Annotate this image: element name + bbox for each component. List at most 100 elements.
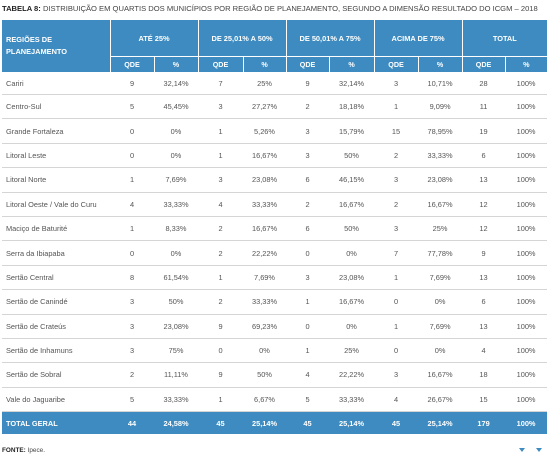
- qde-cell: 2: [198, 216, 244, 242]
- qde-cell: 6: [462, 289, 506, 315]
- pct-cell: 16,67%: [329, 192, 375, 217]
- pct-cell: 32,14%: [329, 72, 375, 95]
- qde-cell: 5: [110, 387, 154, 413]
- qde-cell: 9: [198, 362, 244, 388]
- pct-cell: 33,33%: [154, 192, 199, 217]
- table-row: Maciço de Baturité 1 8,33% 2 16,67% 6 50% 3 25% 1…: [2, 216, 548, 242]
- qde-cell: 15: [374, 118, 419, 144]
- table-row: Vale do Jaguaribe 5 33,33% 1 6,67% 5 33,33% 4 26…: [2, 387, 548, 413]
- pct-cell: 0%: [329, 314, 375, 339]
- table-caption: TABELA 8: DISTRIBUIÇÃO EM QUARTIS DOS MU…: [2, 4, 547, 13]
- scroll-down-icon[interactable]: [519, 448, 525, 452]
- qde-cell: 1: [374, 94, 419, 120]
- qde-cell: 18: [462, 362, 506, 388]
- region-name: Sertão de Sobral: [2, 362, 110, 388]
- pct-cell: 33,33%: [243, 289, 287, 315]
- pct-cell: 10,71%: [418, 72, 463, 95]
- region-name: Sertão de Inhamuns: [2, 338, 110, 364]
- qde-cell: 6: [286, 216, 330, 242]
- qde-cell: 13: [462, 167, 506, 193]
- table-row: Grande Fortaleza 0 0% 1 5,26% 3 15,79% 15 78,95%…: [2, 118, 548, 144]
- qde-cell: 9: [110, 72, 154, 95]
- pct-cell: 45,45%: [154, 94, 199, 120]
- qde-cell: 3: [286, 118, 330, 144]
- subheader-pct: %: [242, 56, 287, 72]
- pct-cell: 23,08%: [418, 167, 463, 193]
- qde-cell: 4: [286, 362, 330, 388]
- qde-cell: 12: [462, 192, 506, 217]
- pct-cell: 7,69%: [243, 265, 287, 291]
- total-qde-cell: 45: [198, 411, 244, 435]
- qde-cell: 13: [462, 314, 506, 339]
- header-group-acima-75: ACIMA DE 75%: [373, 20, 463, 57]
- qde-cell: 4: [462, 338, 506, 364]
- qde-cell: 2: [286, 192, 330, 217]
- total-label: TOTAL GERAL: [2, 411, 110, 435]
- qde-cell: 3: [374, 72, 419, 95]
- qde-cell: 28: [462, 72, 506, 95]
- qde-cell: 4: [110, 192, 154, 217]
- qde-cell: 2: [286, 94, 330, 120]
- qde-cell: 9: [462, 240, 506, 266]
- pct-cell: 75%: [154, 338, 199, 364]
- pct-cell: 50%: [329, 216, 375, 242]
- pct-cell: 0%: [418, 338, 463, 364]
- table-row: Sertão de Sobral 2 11,11% 9 50% 4 22,22% 3 16,67…: [2, 362, 548, 388]
- qde-cell: 0: [374, 338, 419, 364]
- pct-cell: 33,33%: [154, 387, 199, 413]
- pct-cell: 100%: [505, 240, 548, 266]
- qde-cell: 3: [374, 167, 419, 193]
- qde-cell: 2: [110, 362, 154, 388]
- pct-cell: 27,27%: [243, 94, 287, 120]
- pct-cell: 100%: [505, 167, 548, 193]
- subheader-pct: %: [153, 56, 199, 72]
- qde-cell: 9: [198, 314, 244, 339]
- qde-cell: 1: [110, 216, 154, 242]
- scroll-down-icon[interactable]: [536, 448, 542, 452]
- total-pct-cell: 25,14%: [418, 411, 463, 435]
- pct-cell: 26,67%: [418, 387, 463, 413]
- pct-cell: 16,67%: [243, 143, 287, 169]
- pct-cell: 33,33%: [243, 192, 287, 217]
- subheader-pct: %: [417, 56, 463, 72]
- pct-cell: 100%: [505, 314, 548, 339]
- subheader-pct: %: [504, 56, 548, 72]
- qde-cell: 8: [110, 265, 154, 291]
- qde-cell: 1: [374, 265, 419, 291]
- pct-cell: 50%: [243, 362, 287, 388]
- qde-cell: 11: [462, 94, 506, 120]
- qde-cell: 3: [374, 216, 419, 242]
- qde-cell: 1: [198, 387, 244, 413]
- subheader-pct: %: [328, 56, 375, 72]
- total-pct-cell: 100%: [505, 411, 548, 435]
- total-pct-cell: 24,58%: [154, 411, 199, 435]
- qde-cell: 5: [286, 387, 330, 413]
- subheader-qde: QDE: [285, 56, 330, 72]
- qde-cell: 3: [286, 265, 330, 291]
- pct-cell: 0%: [154, 118, 199, 144]
- subheader-qde: QDE: [461, 56, 506, 72]
- qde-cell: 1: [286, 338, 330, 364]
- pct-cell: 25%: [329, 338, 375, 364]
- pct-cell: 6,67%: [243, 387, 287, 413]
- qde-cell: 15: [462, 387, 506, 413]
- pct-cell: 61,54%: [154, 265, 199, 291]
- pct-cell: 11,11%: [154, 362, 199, 388]
- pct-cell: 78,95%: [418, 118, 463, 144]
- qde-cell: 0: [286, 314, 330, 339]
- pct-cell: 7,69%: [418, 314, 463, 339]
- pct-cell: 16,67%: [329, 289, 375, 315]
- qde-cell: 3: [110, 289, 154, 315]
- pct-cell: 100%: [505, 289, 548, 315]
- region-name: Litoral Leste: [2, 143, 110, 169]
- table-row: Sertão Central 8 61,54% 1 7,69% 3 23,08% 1 7,69%…: [2, 265, 548, 291]
- header-group-50-75: DE 50,01% A 75%: [285, 20, 375, 57]
- qde-cell: 5: [110, 94, 154, 120]
- pct-cell: 23,08%: [243, 167, 287, 193]
- pct-cell: 15,79%: [329, 118, 375, 144]
- qde-cell: 6: [462, 143, 506, 169]
- qde-cell: 1: [110, 167, 154, 193]
- qde-cell: 2: [374, 192, 419, 217]
- qde-cell: 0: [374, 289, 419, 315]
- region-name: Litoral Oeste / Vale do Curu: [2, 192, 110, 217]
